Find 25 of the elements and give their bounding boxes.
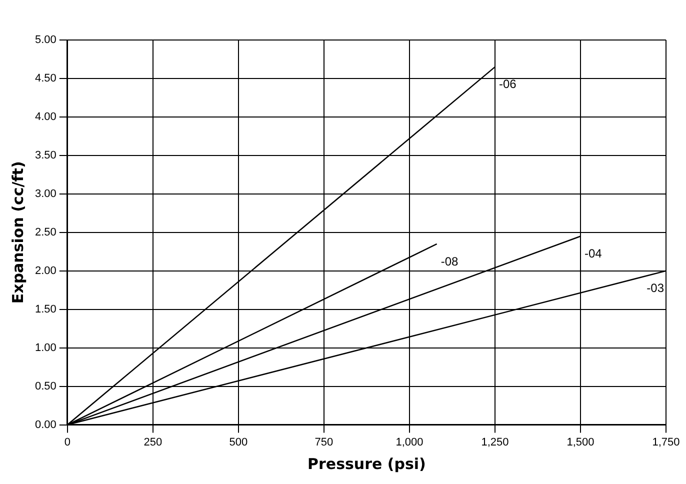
y-tick-label: 2.00 (34, 264, 56, 277)
y-tick-label: 3.00 (34, 188, 56, 200)
x-tick-label: 1,250 (481, 436, 509, 448)
y-tick-label: 2.50 (34, 226, 56, 238)
x-axis-title: Pressure (psi) (307, 454, 426, 473)
y-axis-title: Expansion (cc/ft) (8, 161, 27, 304)
series-label: -03 (646, 281, 664, 296)
x-tick-label: 1,750 (652, 436, 680, 448)
y-tick-label: 3.50 (34, 149, 56, 162)
y-tick-label: 4.00 (34, 110, 56, 123)
series-label: -08 (440, 254, 458, 268)
y-tick-label: 1.50 (34, 303, 56, 316)
y-tick-label: 0.50 (34, 380, 56, 392)
series-label: -04 (584, 246, 602, 261)
y-tick-label: 0.00 (34, 418, 56, 431)
x-tick-label: 1,500 (566, 436, 594, 448)
y-tick-label: 5.00 (34, 34, 56, 46)
x-tick-label: 0 (64, 436, 70, 448)
x-tick-label: 1,000 (396, 436, 424, 448)
x-tick-label: 250 (144, 436, 162, 448)
y-tick-label: 4.50 (34, 72, 56, 85)
x-tick-label: 500 (229, 436, 248, 448)
x-tick-label: 750 (314, 436, 334, 448)
series-label: -06 (498, 77, 517, 92)
y-tick-label: 1.00 (34, 342, 56, 354)
